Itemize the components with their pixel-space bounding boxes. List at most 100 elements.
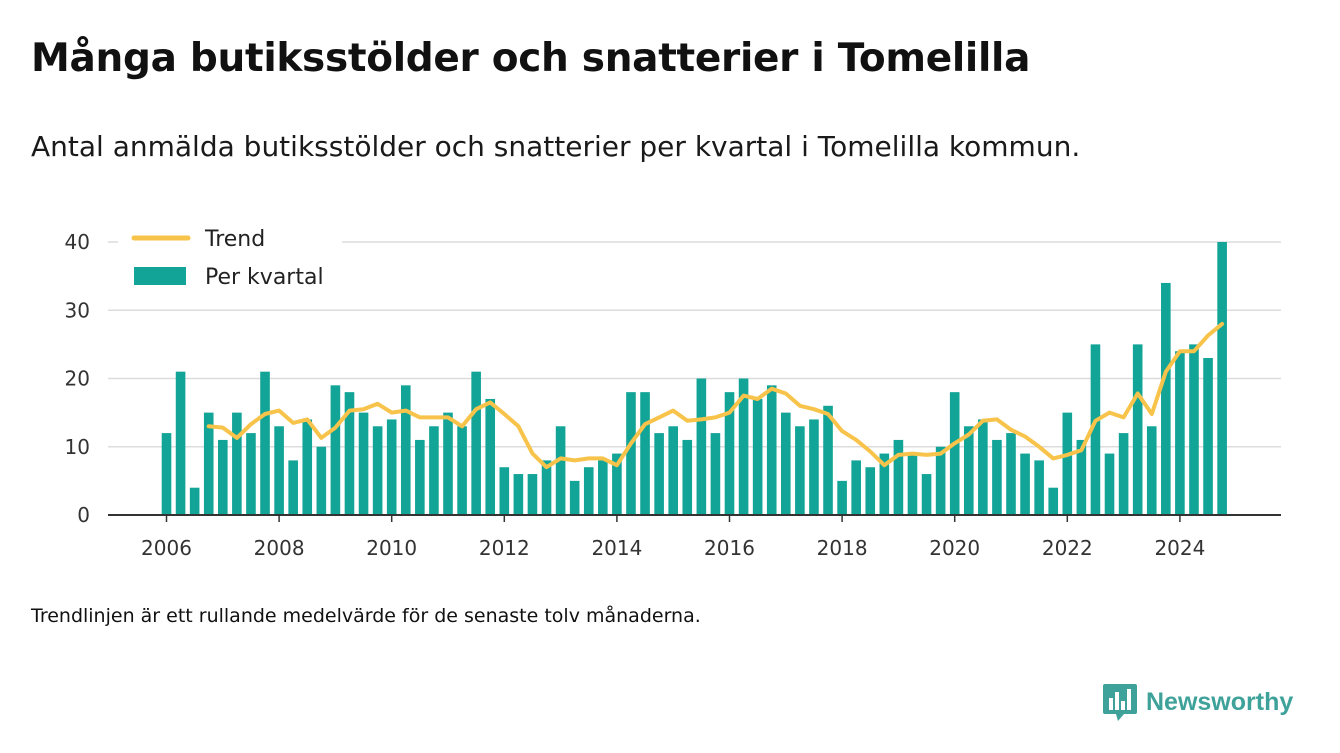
trend-line-group bbox=[206, 321, 1225, 470]
bar bbox=[316, 446, 327, 515]
bar bbox=[288, 460, 298, 515]
bar bbox=[738, 378, 749, 515]
x-tick-label: 2024 bbox=[1154, 536, 1205, 560]
bar bbox=[992, 439, 1002, 515]
legend: Trend Per kvartal bbox=[118, 220, 342, 296]
trend-line bbox=[206, 321, 1225, 470]
bar bbox=[400, 385, 411, 515]
bar bbox=[612, 453, 622, 515]
bar bbox=[921, 474, 932, 515]
x-tick-label: 2020 bbox=[929, 536, 980, 560]
bar bbox=[415, 439, 425, 515]
bar bbox=[485, 398, 496, 515]
x-tick-label: 2022 bbox=[1042, 536, 1093, 560]
chart-subtitle: Antal anmälda butiksstölder och snatteri… bbox=[31, 130, 1081, 163]
bar bbox=[232, 412, 242, 515]
bar bbox=[668, 426, 678, 515]
bar bbox=[457, 426, 467, 515]
bar bbox=[682, 439, 693, 515]
y-tick-label: 40 bbox=[65, 230, 90, 254]
bar bbox=[218, 439, 228, 515]
x-tick-label: 2006 bbox=[141, 536, 192, 560]
bar bbox=[640, 392, 650, 515]
bar bbox=[893, 439, 904, 515]
y-tick-label: 20 bbox=[65, 367, 90, 391]
bar bbox=[752, 398, 763, 515]
y-tick-label: 10 bbox=[65, 435, 90, 459]
bar bbox=[851, 460, 861, 515]
chart-area: 0 10 20 30 40 2006 2008 2010 2012 2014 2016 2018 202… bbox=[64, 220, 1281, 560]
bar bbox=[499, 467, 510, 515]
bar bbox=[161, 433, 172, 515]
bar bbox=[724, 392, 735, 515]
bar bbox=[1132, 344, 1143, 515]
bar bbox=[429, 426, 439, 515]
footnote: Trendlinjen är ett rullande medelvärde f… bbox=[31, 605, 701, 627]
legend-bar-label: Per kvartal bbox=[205, 265, 324, 290]
bar bbox=[1006, 433, 1016, 515]
bar bbox=[1020, 453, 1030, 515]
bar bbox=[766, 385, 777, 515]
bar bbox=[246, 433, 256, 515]
bar bbox=[358, 412, 369, 515]
bar bbox=[696, 378, 707, 515]
x-tick-label: 2012 bbox=[479, 536, 530, 560]
chart-title: Många butiksstölder och snatterier i Tom… bbox=[31, 36, 1031, 81]
bar bbox=[372, 426, 383, 515]
bar bbox=[1203, 358, 1213, 515]
x-tick-label: 2008 bbox=[254, 536, 305, 560]
bar bbox=[809, 419, 819, 515]
bar bbox=[443, 412, 453, 515]
bar bbox=[1076, 439, 1087, 515]
y-tick-label: 30 bbox=[65, 298, 90, 322]
bar bbox=[1034, 460, 1044, 515]
bar bbox=[935, 446, 946, 515]
axes: 0 10 20 30 40 2006 2008 2010 2012 2014 2016 2018 202… bbox=[65, 230, 1281, 560]
bar bbox=[710, 433, 721, 515]
x-tick-label: 2010 bbox=[366, 536, 417, 560]
bar bbox=[781, 412, 791, 515]
brand-name: Newsworthy bbox=[1146, 687, 1294, 716]
bar bbox=[1161, 282, 1171, 515]
bar bbox=[626, 392, 636, 515]
bar bbox=[344, 392, 355, 515]
bar bbox=[978, 419, 988, 515]
y-tick-label: 0 bbox=[77, 503, 90, 527]
bar bbox=[1062, 412, 1073, 515]
bar bbox=[471, 371, 481, 515]
bar bbox=[949, 392, 960, 515]
bar bbox=[654, 433, 664, 515]
bar bbox=[175, 371, 186, 515]
x-tick-label: 2016 bbox=[704, 536, 755, 560]
x-tick-label: 2014 bbox=[591, 536, 642, 560]
bar bbox=[386, 419, 397, 515]
bar bbox=[569, 480, 580, 515]
bar bbox=[527, 474, 538, 515]
bar bbox=[1175, 351, 1185, 515]
bar bbox=[837, 480, 847, 515]
legend-trend-label: Trend bbox=[204, 227, 265, 252]
bar bbox=[795, 426, 805, 515]
bar bbox=[513, 474, 524, 515]
bar bbox=[879, 453, 890, 515]
x-tick-label: 2018 bbox=[817, 536, 868, 560]
bar bbox=[1146, 426, 1157, 515]
bar bbox=[274, 426, 284, 515]
bars bbox=[161, 242, 1227, 515]
bar bbox=[189, 487, 200, 515]
brand-logo[interactable]: Newsworthy bbox=[1102, 682, 1293, 722]
bar bbox=[260, 371, 270, 515]
bar bbox=[1048, 487, 1059, 515]
bar bbox=[1104, 453, 1115, 515]
bar bbox=[963, 426, 974, 515]
bar bbox=[823, 405, 833, 515]
bar bbox=[598, 460, 608, 515]
bar bbox=[203, 412, 214, 515]
bar bbox=[302, 419, 313, 515]
bar bbox=[1118, 433, 1129, 515]
bar bbox=[1189, 344, 1199, 515]
bar bbox=[583, 467, 594, 515]
bar bbox=[330, 385, 341, 515]
bar bbox=[555, 426, 566, 515]
legend-bar-swatch bbox=[134, 267, 186, 285]
